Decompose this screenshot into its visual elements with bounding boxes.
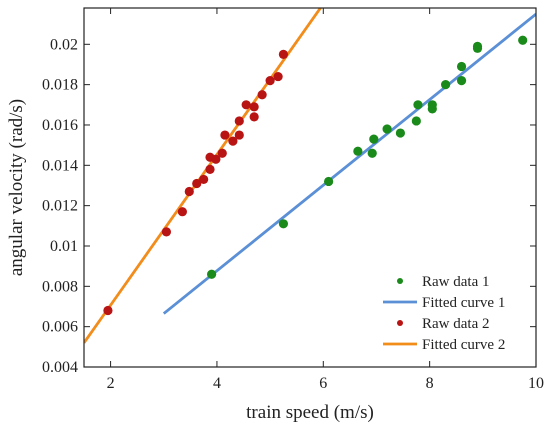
data-point-s3-14 <box>234 116 244 126</box>
data-point-s3-6 <box>199 174 209 185</box>
legend: Raw data 1 Fitted curve 1 Raw data 2 Fitted… <box>383 274 505 353</box>
y-tick-label: 0.004 <box>42 359 78 376</box>
legend-label-4: Fitted curve 2 <box>422 337 505 353</box>
data-point-s1-5 <box>367 148 377 158</box>
data-point-s1-1 <box>207 269 217 279</box>
data-point-s1-15 <box>456 61 467 72</box>
y-axis: 0.004 0.006 0.008 0.01 0.012 0.014 0.016 0.018 0… <box>42 36 536 376</box>
y-tick-label: 0.02 <box>50 36 78 53</box>
data-point-s3-15 <box>241 100 251 110</box>
y-tick-label: 0.008 <box>42 278 78 295</box>
data-point-s1-12 <box>427 100 437 110</box>
legend-label-1: Raw data 1 <box>422 274 489 290</box>
x-tick-label: 6 <box>319 375 327 392</box>
x-axis: 2 4 6 8 10 <box>107 8 544 392</box>
data-point-s3-13 <box>234 130 244 140</box>
y-tick-label: 0.01 <box>50 238 78 255</box>
data-point-s3-12 <box>228 136 238 146</box>
x-tick-label: 2 <box>107 375 115 392</box>
legend-marker-3 <box>397 320 403 326</box>
data-point-s3-4 <box>184 186 194 197</box>
data-point-s1-8 <box>395 128 405 138</box>
plot-frame <box>83 7 537 368</box>
data-point-s3-17 <box>249 102 259 112</box>
data-point-s1-14 <box>456 76 467 86</box>
data-point-s3-5 <box>192 178 202 189</box>
x-tick-label: 10 <box>528 375 544 392</box>
x-tick-label: 4 <box>213 375 221 392</box>
data-point-s1-9 <box>411 116 421 126</box>
y-axis-label: angular velocity (rad/s) <box>6 99 27 276</box>
data-point-s3-18 <box>257 90 267 100</box>
data-point-s3-19 <box>265 76 275 86</box>
y-tick-label: 0.014 <box>42 157 78 174</box>
data-point-s1-4 <box>353 146 363 156</box>
x-tick-label: 8 <box>426 375 434 392</box>
data-point-s3-9 <box>211 154 221 164</box>
y-tick-label: 0.006 <box>42 319 78 336</box>
data-point-s3-2 <box>161 227 172 237</box>
data-point-s3-1 <box>103 305 113 316</box>
y-tick-label: 0.012 <box>42 198 78 215</box>
data-point-s3-10 <box>217 148 227 158</box>
data-point-s3-21 <box>278 49 289 59</box>
series-line-4 <box>84 8 323 344</box>
y-tick-label: 0.016 <box>42 117 78 134</box>
data-point-s3-16 <box>249 112 259 122</box>
data-point-s3-7 <box>205 164 215 174</box>
data-point-s1-17 <box>472 41 483 51</box>
data-point-s1-2 <box>278 219 289 229</box>
legend-label-2: Fitted curve 1 <box>422 295 505 311</box>
data-point-s1-3 <box>324 176 334 187</box>
data-point-s3-11 <box>220 130 230 140</box>
data-point-s1-13 <box>441 80 451 90</box>
data-point-s3-3 <box>177 207 187 217</box>
data-point-s1-18 <box>518 35 528 45</box>
y-tick-label: 0.018 <box>42 77 78 94</box>
data-point-s1-10 <box>413 100 423 110</box>
x-axis-label: train speed (m/s) <box>246 402 374 423</box>
legend-marker-1 <box>397 278 403 284</box>
data-point-s1-6 <box>369 134 379 144</box>
chart-marks <box>84 8 536 344</box>
data-point-s3-20 <box>273 71 283 82</box>
legend-label-3: Raw data 2 <box>422 316 489 332</box>
data-point-s1-7 <box>382 124 392 134</box>
series-line-2 <box>162 12 536 315</box>
